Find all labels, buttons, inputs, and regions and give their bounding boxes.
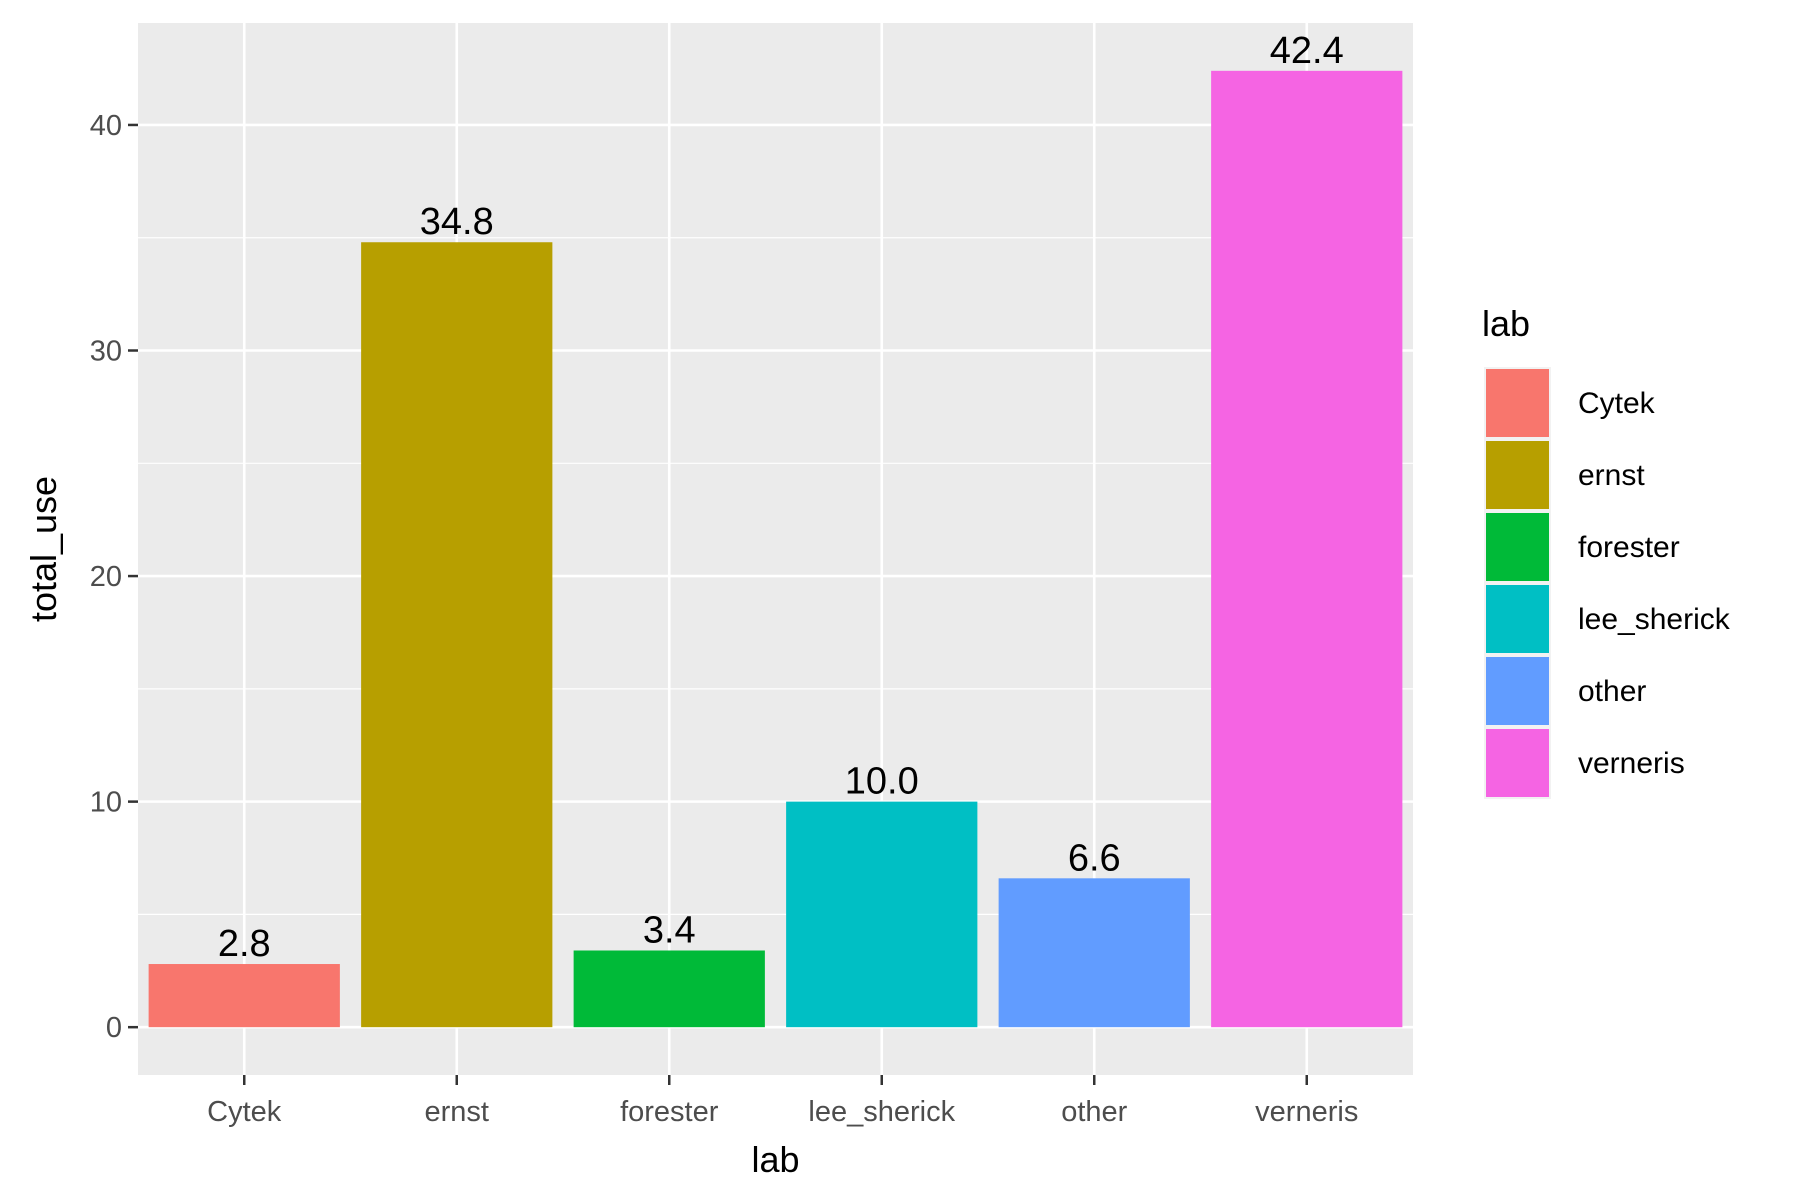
data-label-lee_sherick: 10.0 xyxy=(845,761,919,803)
y-tick-label: 20 xyxy=(90,561,122,593)
legend-swatch-forester xyxy=(1486,513,1549,581)
y-tick-label: 40 xyxy=(90,110,122,142)
bars xyxy=(148,70,1403,1028)
y-tick-label: 10 xyxy=(90,787,122,819)
bar-lee_sherick xyxy=(786,801,978,1028)
x-axis: Cytek ernst forester lee_sherick other verner… xyxy=(207,1075,1358,1128)
legend-title: lab xyxy=(1482,303,1530,344)
x-tick-label: lee_sherick xyxy=(808,1096,955,1128)
legend-swatch-lee_sherick xyxy=(1486,585,1549,653)
legend-swatch-other xyxy=(1486,657,1549,725)
legend-label-forester: forester xyxy=(1578,531,1680,564)
x-tick-label: other xyxy=(1061,1096,1127,1128)
data-label-forester: 3.4 xyxy=(643,909,696,951)
x-tick-label: verneris xyxy=(1255,1096,1358,1128)
bar-ernst xyxy=(361,242,553,1028)
x-tick-label: ernst xyxy=(425,1096,489,1128)
data-label-other: 6.6 xyxy=(1068,837,1121,879)
legend-label-other: other xyxy=(1578,675,1646,708)
legend-label-verneris: verneris xyxy=(1578,747,1685,780)
bar-forester xyxy=(573,950,765,1028)
x-tick-label: Cytek xyxy=(207,1096,282,1128)
bar-verneris xyxy=(1211,70,1403,1028)
data-label-Cytek: 2.8 xyxy=(218,923,271,965)
y-axis-title: total_use xyxy=(23,476,64,622)
y-tick-label: 0 xyxy=(106,1012,122,1044)
x-axis-title: lab xyxy=(751,1139,799,1180)
legend-label-lee_sherick: lee_sherick xyxy=(1578,603,1731,636)
legend-swatch-verneris xyxy=(1486,729,1549,797)
legend-label-Cytek: Cytek xyxy=(1578,387,1656,420)
y-axis: 0 10 20 30 40 xyxy=(90,110,138,1044)
data-label-ernst: 34.8 xyxy=(420,201,494,243)
plot-panel xyxy=(138,23,1413,1075)
data-label-verneris: 42.4 xyxy=(1270,30,1344,72)
legend-swatch-Cytek xyxy=(1486,369,1549,437)
bar-other xyxy=(998,878,1190,1028)
bar-Cytek xyxy=(148,964,340,1028)
legend-label-ernst: ernst xyxy=(1578,459,1645,492)
x-tick-label: forester xyxy=(620,1096,719,1128)
legend-swatch-ernst xyxy=(1486,441,1549,509)
y-tick-label: 30 xyxy=(90,336,122,368)
data-labels: 2.8 34.8 3.4 10.0 6.6 42.4 xyxy=(218,30,1344,965)
